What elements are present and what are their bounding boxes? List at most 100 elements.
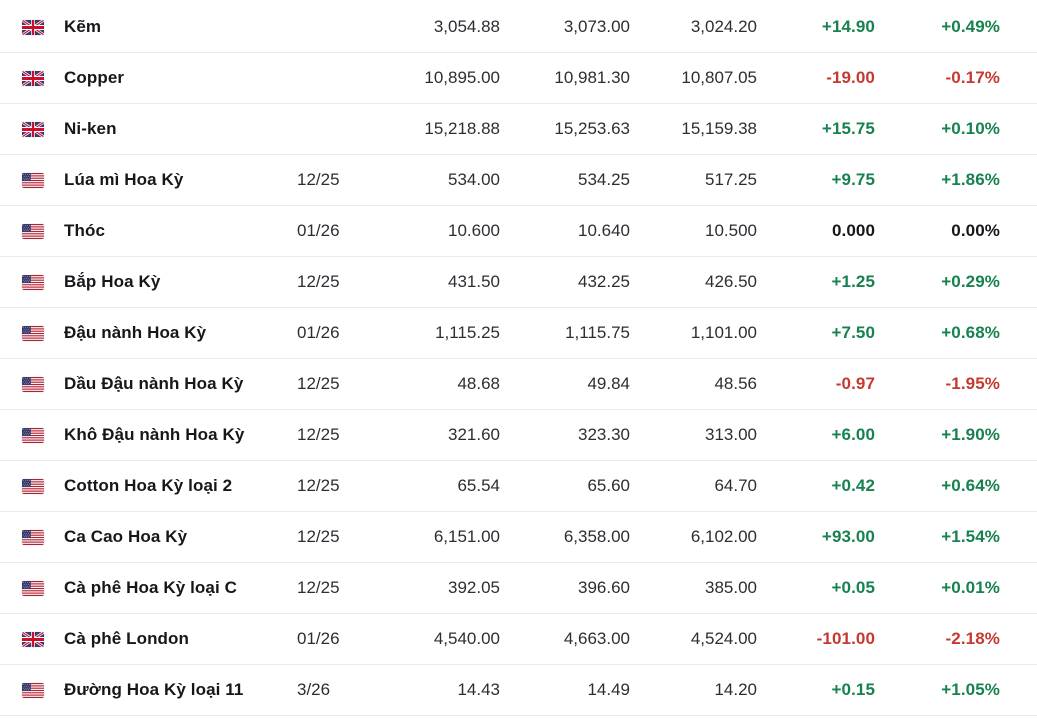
last-price: 48.68 — [457, 374, 500, 393]
table-row[interactable]: Ca Cao Hoa Kỳ 12/25 6,151.00 6,358.00 6,… — [0, 512, 1037, 563]
us-flag-icon — [22, 427, 44, 443]
change-value: +6.00 — [831, 425, 875, 444]
high-price: 432.25 — [578, 272, 630, 291]
change-percent: -1.95% — [945, 374, 1000, 393]
change-percent: +0.29% — [941, 272, 1000, 291]
low-price: 6,102.00 — [690, 527, 757, 546]
commodity-name: Kẽm — [64, 17, 102, 36]
low-price: 48.56 — [714, 374, 757, 393]
change-percent: +0.64% — [941, 476, 1000, 495]
commodity-cell: Ca Cao Hoa Kỳ — [0, 527, 297, 547]
uk-flag-icon — [22, 631, 44, 647]
last-price: 65.54 — [457, 476, 500, 495]
low-price: 64.70 — [714, 476, 757, 495]
table-row[interactable]: Đậu nành Hoa Kỳ 01/26 1,115.25 1,115.75 … — [0, 308, 1037, 359]
change-value: +7.50 — [831, 323, 875, 342]
change-percent: +1.54% — [941, 527, 1000, 546]
change-percent: -2.18% — [945, 629, 1000, 648]
contract-month: 12/25 — [297, 170, 340, 189]
us-flag-icon — [22, 529, 44, 545]
high-price: 396.60 — [578, 578, 630, 597]
commodity-cell: Dầu Đậu nành Hoa Kỳ — [0, 374, 297, 394]
commodity-name: Copper — [64, 68, 125, 87]
high-price: 534.25 — [578, 170, 630, 189]
last-price: 321.60 — [448, 425, 500, 444]
table-row[interactable]: Cotton Hoa Kỳ loại 2 12/25 65.54 65.60 6… — [0, 461, 1037, 512]
table-row[interactable]: Copper 10,895.00 10,981.30 10,807.05 -19… — [0, 53, 1037, 104]
us-flag-icon — [22, 682, 44, 698]
commodity-name: Cotton Hoa Kỳ loại 2 — [64, 476, 233, 495]
high-price: 10.640 — [578, 221, 630, 240]
table-row[interactable]: Dầu Đậu nành Hoa Kỳ 12/25 48.68 49.84 48… — [0, 359, 1037, 410]
commodity-cell: Cotton Hoa Kỳ loại 2 — [0, 476, 297, 496]
table-row[interactable]: Cà phê Hoa Kỳ loại C 12/25 392.05 396.60… — [0, 563, 1037, 614]
last-price: 14.43 — [457, 680, 500, 699]
table-row[interactable]: Khô Đậu nành Hoa Kỳ 12/25 321.60 323.30 … — [0, 410, 1037, 461]
table-row[interactable]: Bắp Hoa Kỳ 12/25 431.50 432.25 426.50 +1… — [0, 257, 1037, 308]
table-row[interactable]: Thóc 01/26 10.600 10.640 10.500 0.000 0.… — [0, 206, 1037, 257]
contract-month: 01/26 — [297, 629, 340, 648]
uk-flag-icon — [22, 121, 44, 137]
low-price: 385.00 — [705, 578, 757, 597]
contract-month: 12/25 — [297, 476, 340, 495]
low-price: 426.50 — [705, 272, 757, 291]
commodity-name: Cà phê Hoa Kỳ loại C — [64, 578, 237, 597]
high-price: 6,358.00 — [563, 527, 630, 546]
table-row[interactable]: Đường Hoa Kỳ loại 11 3/26 14.43 14.49 14… — [0, 665, 1037, 716]
table-row[interactable]: Lúa mì Hoa Kỳ 12/25 534.00 534.25 517.25… — [0, 155, 1037, 206]
change-percent: 0.00% — [951, 221, 1000, 240]
commodity-cell: Đậu nành Hoa Kỳ — [0, 323, 297, 343]
change-percent: -0.17% — [945, 68, 1000, 87]
uk-flag-icon — [22, 70, 44, 86]
change-value: -101.00 — [816, 629, 875, 648]
high-price: 1,115.75 — [565, 323, 630, 342]
high-price: 49.84 — [587, 374, 630, 393]
last-price: 4,540.00 — [433, 629, 500, 648]
commodity-cell: Bắp Hoa Kỳ — [0, 272, 297, 292]
contract-month: 12/25 — [297, 425, 340, 444]
us-flag-icon — [22, 325, 44, 341]
high-price: 14.49 — [587, 680, 630, 699]
change-percent: +0.68% — [941, 323, 1000, 342]
contract-month: 12/25 — [297, 578, 340, 597]
commodity-cell: Kẽm — [0, 17, 297, 37]
low-price: 517.25 — [705, 170, 757, 189]
change-percent: +0.10% — [941, 119, 1000, 138]
commodity-cell: Thóc — [0, 221, 297, 241]
contract-month: 12/25 — [297, 527, 340, 546]
change-value: +0.42 — [831, 476, 875, 495]
low-price: 3,024.20 — [690, 17, 757, 36]
contract-month: 3/26 — [297, 680, 331, 699]
change-value: +0.05 — [831, 578, 875, 597]
change-percent: +0.49% — [941, 17, 1000, 36]
change-percent: +1.86% — [941, 170, 1000, 189]
commodity-cell: Cà phê Hoa Kỳ loại C — [0, 578, 297, 598]
change-value: -0.97 — [835, 374, 875, 393]
change-value: +15.75 — [821, 119, 875, 138]
table-row[interactable]: Ni-ken 15,218.88 15,253.63 15,159.38 +15… — [0, 104, 1037, 155]
low-price: 313.00 — [705, 425, 757, 444]
high-price: 4,663.00 — [563, 629, 630, 648]
commodity-cell: Khô Đậu nành Hoa Kỳ — [0, 425, 297, 445]
us-flag-icon — [22, 274, 44, 290]
table-row[interactable]: Kẽm 3,054.88 3,073.00 3,024.20 +14.90 +0… — [0, 2, 1037, 53]
commodity-name: Cà phê London — [64, 629, 190, 648]
table-row[interactable]: Cà phê London 01/26 4,540.00 4,663.00 4,… — [0, 614, 1037, 665]
commodity-name: Ni-ken — [64, 119, 117, 138]
contract-month: 01/26 — [297, 323, 340, 342]
contract-month: 12/25 — [297, 374, 340, 393]
commodity-cell: Đường Hoa Kỳ loại 11 — [0, 680, 297, 700]
high-price: 65.60 — [587, 476, 630, 495]
change-percent: +1.05% — [941, 680, 1000, 699]
last-price: 1,115.25 — [435, 323, 500, 342]
commodity-cell: Ni-ken — [0, 119, 297, 139]
last-price: 3,054.88 — [433, 17, 500, 36]
commodity-cell: Lúa mì Hoa Kỳ — [0, 170, 297, 190]
us-flag-icon — [22, 478, 44, 494]
contract-month: 01/26 — [297, 221, 340, 240]
commodity-name: Khô Đậu nành Hoa Kỳ — [64, 425, 245, 444]
commodity-name: Đậu nành Hoa Kỳ — [64, 323, 207, 342]
commodity-cell: Copper — [0, 68, 297, 88]
